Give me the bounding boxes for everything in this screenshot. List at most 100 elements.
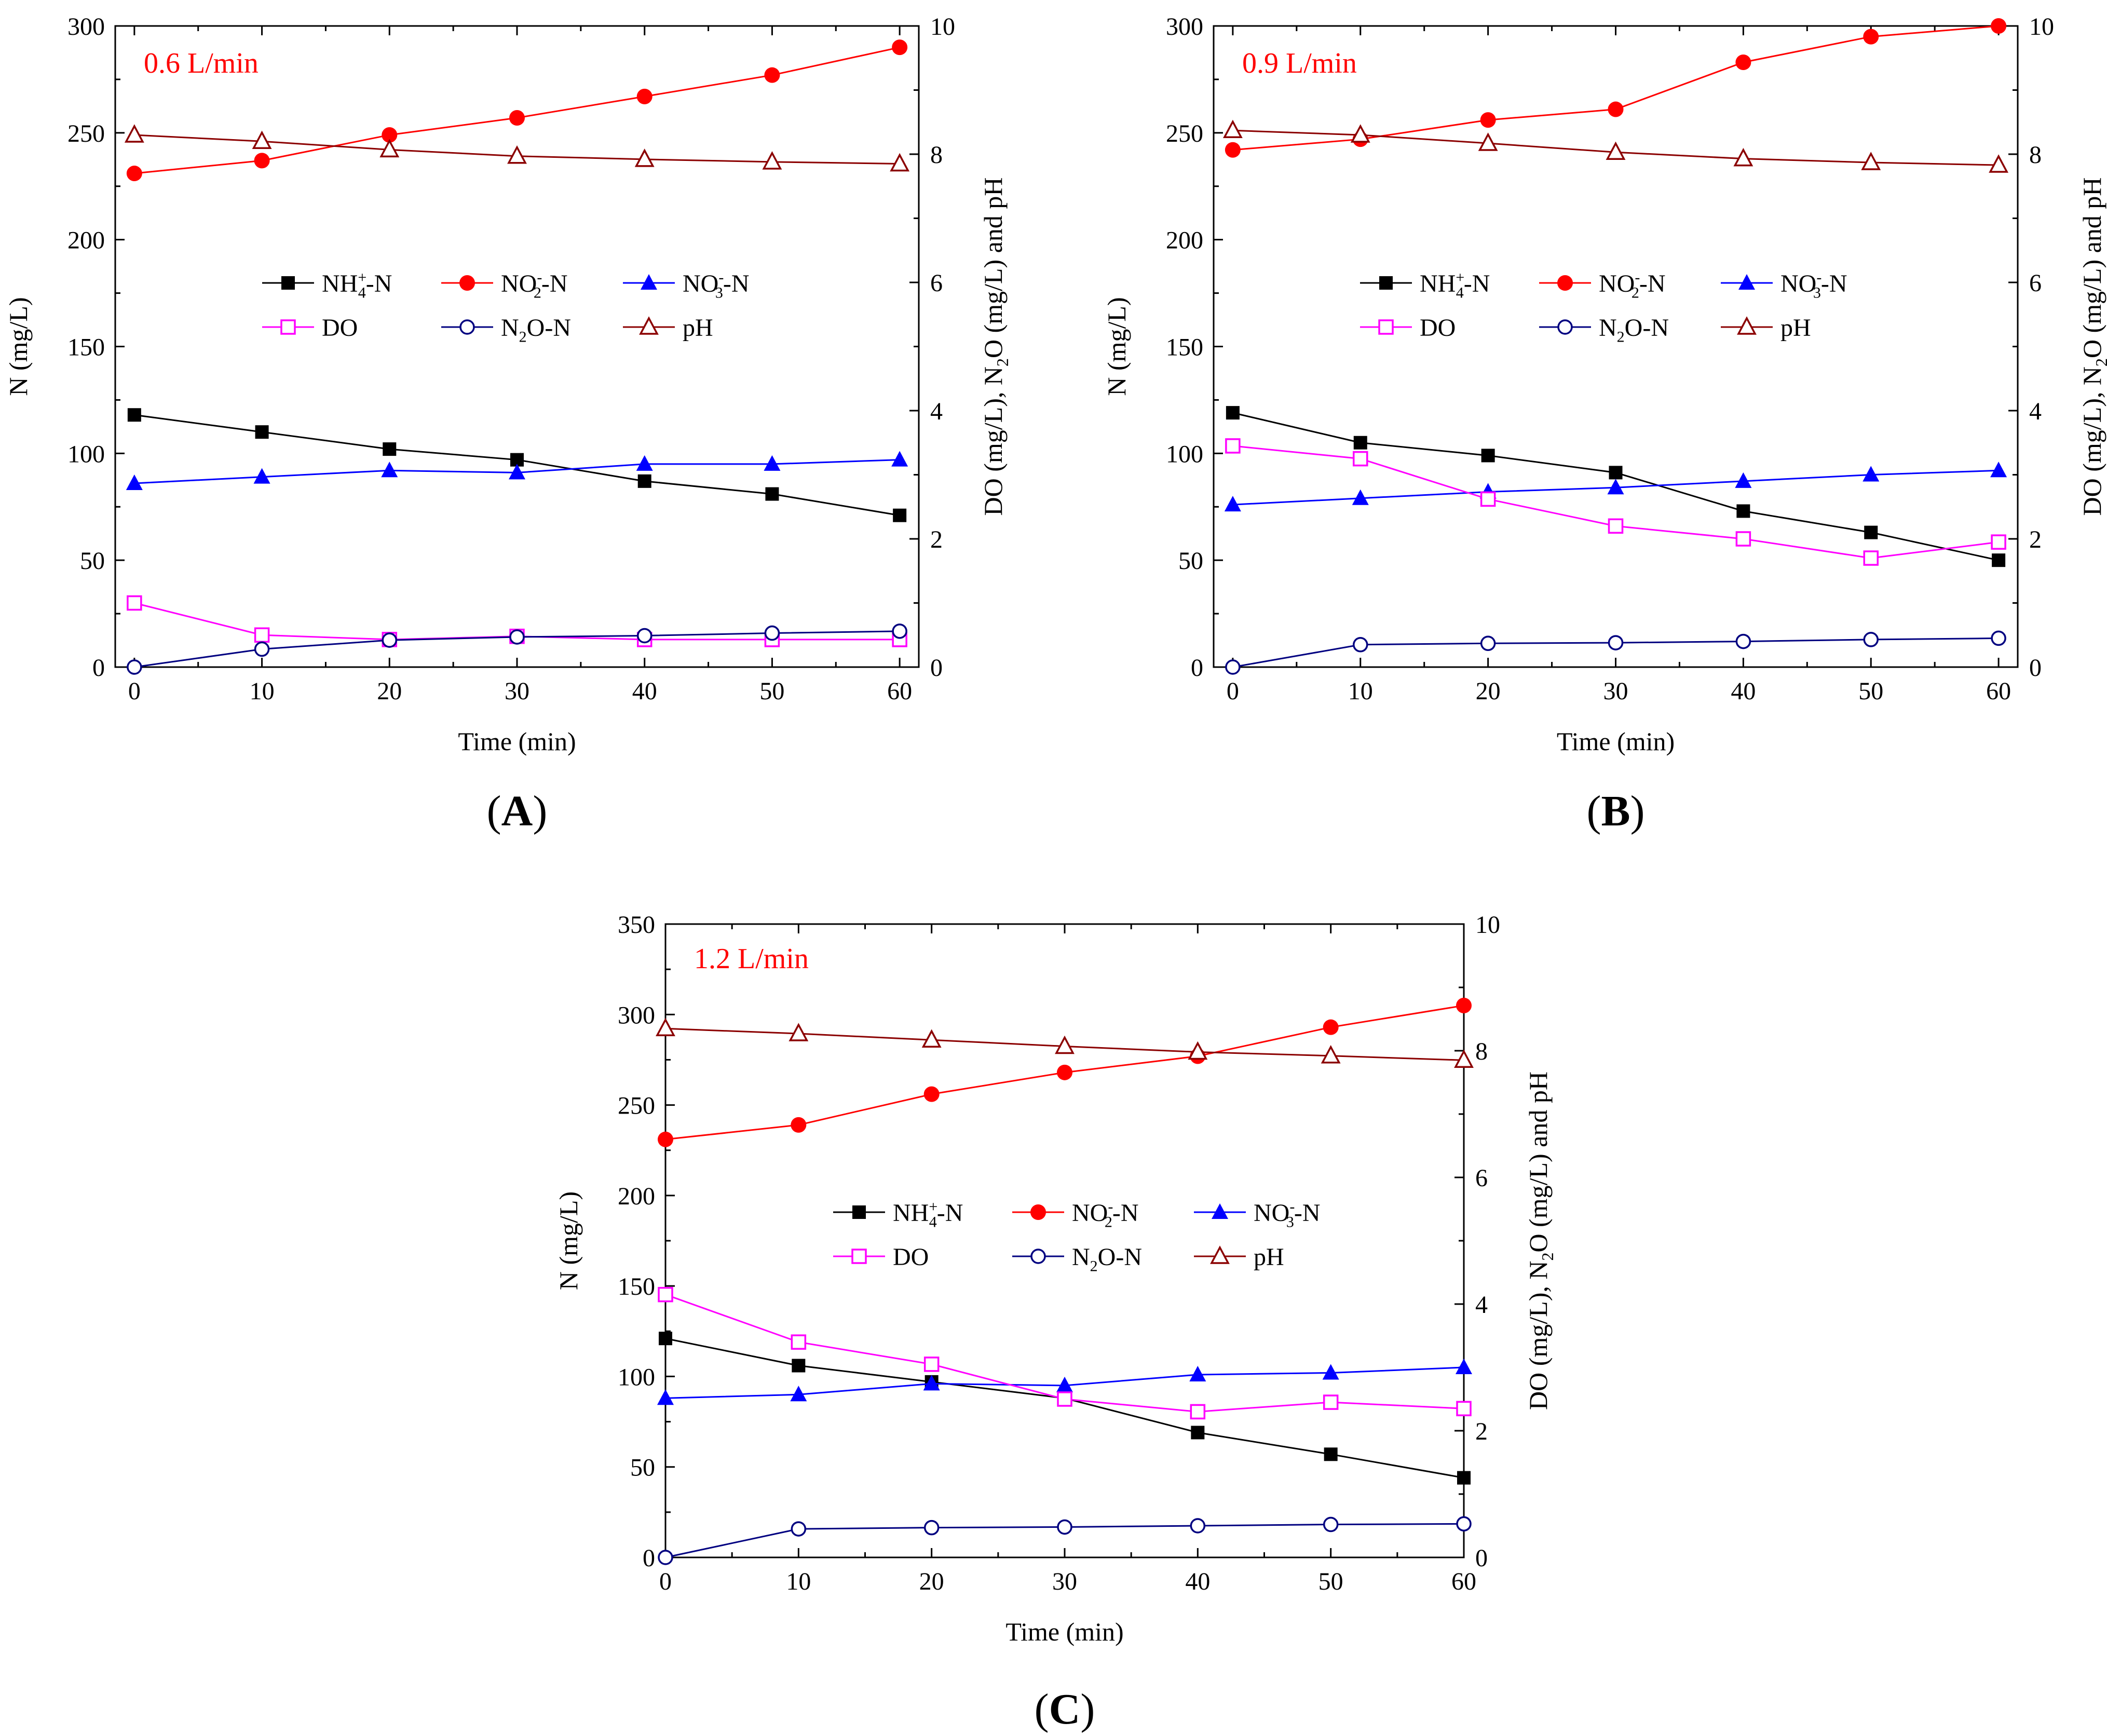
legend: NH+ 4-N NO-2-N NO-3-NDO N2O-N pH: [262, 269, 749, 346]
legend-marker-nh4-square: [281, 276, 295, 290]
y-left-axis-title: N (mg/L): [554, 1191, 583, 1290]
x-tick-label: 40: [1731, 677, 1756, 705]
data-point-no3: [1735, 472, 1752, 488]
data-point-ph-open-triangle: [1350, 124, 1370, 143]
data-point-n2o: [892, 623, 907, 639]
legend-label-ph: pH: [683, 314, 713, 342]
data-point-nh4: [1457, 1471, 1471, 1485]
series-no3: [1224, 462, 2007, 512]
y-left-tick-label: 100: [618, 1363, 655, 1391]
y-left-tick-label: 150: [1166, 334, 1203, 361]
data-point-n2o-open-circle: [1608, 635, 1624, 650]
y-right-tick-label: 6: [2029, 269, 2042, 297]
data-point-no3-triangle: [764, 455, 781, 471]
data-point-n2o-open-circle: [923, 1520, 940, 1536]
y-right-tick-label: 0: [1475, 1544, 1488, 1572]
data-point-n2o-open-circle: [1057, 1519, 1072, 1535]
legend-marker-no2-dot: [1557, 275, 1573, 291]
flow-rate-annotation: 0.6 L/min: [144, 47, 259, 79]
legend-label-do: DO: [1420, 314, 1456, 342]
panel-label-close: ): [1080, 1685, 1095, 1733]
x-tick-label: 50: [759, 677, 784, 705]
legend-marker-nh4-square: [852, 1205, 866, 1219]
legend-label-no2-base: NO: [1599, 270, 1635, 297]
data-point-no2: [509, 110, 525, 126]
data-point-do-open-square: [1991, 534, 2006, 550]
y-left-tick-label: 200: [67, 227, 105, 254]
data-point-no3: [636, 455, 653, 471]
data-point-do: [1323, 1394, 1339, 1410]
legend-label-nh4-tail: -N: [1464, 270, 1490, 297]
legend-label-nh4-base: NH: [893, 1199, 929, 1227]
legend-marker-ph: [639, 316, 659, 335]
flow-rate-annotation: 1.2 L/min: [694, 943, 809, 975]
data-point-nh4-square: [1864, 525, 1878, 539]
data-point-do-open-square: [1863, 550, 1879, 566]
data-point-do: [1480, 491, 1496, 507]
legend-label-nh4-base: NH: [322, 270, 358, 297]
data-point-no3: [1189, 1365, 1206, 1381]
data-point-ph-open-triangle: [762, 151, 782, 170]
legend-label-n2o-sub: 2: [1617, 329, 1625, 346]
data-point-n2o-open-circle: [1225, 659, 1241, 675]
data-point-n2o-open-circle: [1323, 1516, 1339, 1532]
data-point-n2o-open-circle: [791, 1521, 807, 1537]
legend-label-no3: NO-3-N: [1254, 1198, 1320, 1231]
data-point-nh4: [893, 508, 907, 522]
y-left-tick-label: 0: [92, 654, 105, 682]
y-right-tick-label: 10: [930, 13, 955, 40]
legend-label-no3-sup: -: [1816, 269, 1821, 286]
legend-label-no2-tail: -N: [1639, 270, 1666, 297]
data-point-ph-open-triangle: [1055, 1035, 1075, 1054]
y-right-tick-label: 2: [1475, 1418, 1488, 1445]
legend-label-nh4-tail: -N: [937, 1199, 963, 1227]
y-left-tick-label: 350: [618, 911, 655, 939]
data-point-n2o: [1480, 635, 1496, 652]
y-left-tick-label: 300: [67, 13, 105, 40]
legend-label-no3-sub: 3: [1813, 284, 1821, 302]
data-point-ph-open-triangle: [252, 130, 272, 150]
data-point-n2o: [509, 629, 525, 645]
data-point-do-open-square: [1456, 1401, 1472, 1417]
data-point-nh4-square: [1324, 1447, 1338, 1461]
data-point-n2o: [1735, 633, 1751, 649]
x-tick-label: 60: [1451, 1568, 1476, 1595]
data-point-ph-open-triangle: [656, 1018, 675, 1037]
chart-panel-2: 0 10 20 30 40 50 60 0 50 100 150 200 250 300 0 2 4 6 8 10 Ti…: [1102, 13, 2107, 835]
y-right-title-part1: DO (mg/L), N: [1524, 1261, 1553, 1410]
plot-frame: [1213, 25, 2019, 668]
y-right-title-part2: O (mg/L) and pH: [1524, 1072, 1553, 1253]
series-do: [1225, 438, 2006, 566]
series-line-no2: [1232, 25, 1999, 151]
data-point-no3-triangle: [891, 451, 908, 467]
data-point-ph-open-triangle: [1733, 147, 1753, 167]
legend-label-n2o-base: N: [1072, 1243, 1090, 1271]
legend-marker-nh4-square: [1379, 276, 1393, 290]
y-left-tick-label: 150: [618, 1273, 655, 1300]
data-point-no3: [509, 464, 525, 480]
legend-marker-n2o: [1030, 1249, 1046, 1264]
data-point-do-open-square: [254, 627, 270, 643]
data-point-n2o: [1323, 1516, 1339, 1532]
legend-label-no3-tail: -N: [723, 270, 750, 297]
y-right-title-sub: 2: [1538, 1253, 1557, 1261]
data-point-ph: [789, 1023, 809, 1041]
y-right-title-part2: O (mg/L) and pH: [978, 178, 1008, 359]
data-point-do-open-square: [1735, 531, 1751, 547]
legend-marker-no3: [1738, 274, 1755, 290]
data-point-n2o-open-circle: [1353, 637, 1368, 653]
data-point-no2: [658, 1131, 673, 1147]
data-point-ph-open-triangle: [1454, 1049, 1474, 1068]
panel-label: (C): [1035, 1685, 1095, 1733]
data-point-no3: [253, 468, 270, 484]
data-point-no2-dot: [892, 39, 908, 56]
legend-label-no2: NO-2-N: [1072, 1198, 1138, 1231]
data-point-ph-open-triangle: [1188, 1041, 1208, 1060]
data-point-n2o: [127, 659, 142, 675]
series-ph: [656, 1018, 1474, 1068]
y-left-tick-label: 250: [67, 120, 105, 147]
series-line-do: [1232, 445, 1999, 559]
x-tick-label: 20: [1476, 677, 1501, 705]
legend-label-no2-base: NO: [501, 270, 537, 297]
data-point-do-open-square: [1608, 518, 1624, 534]
